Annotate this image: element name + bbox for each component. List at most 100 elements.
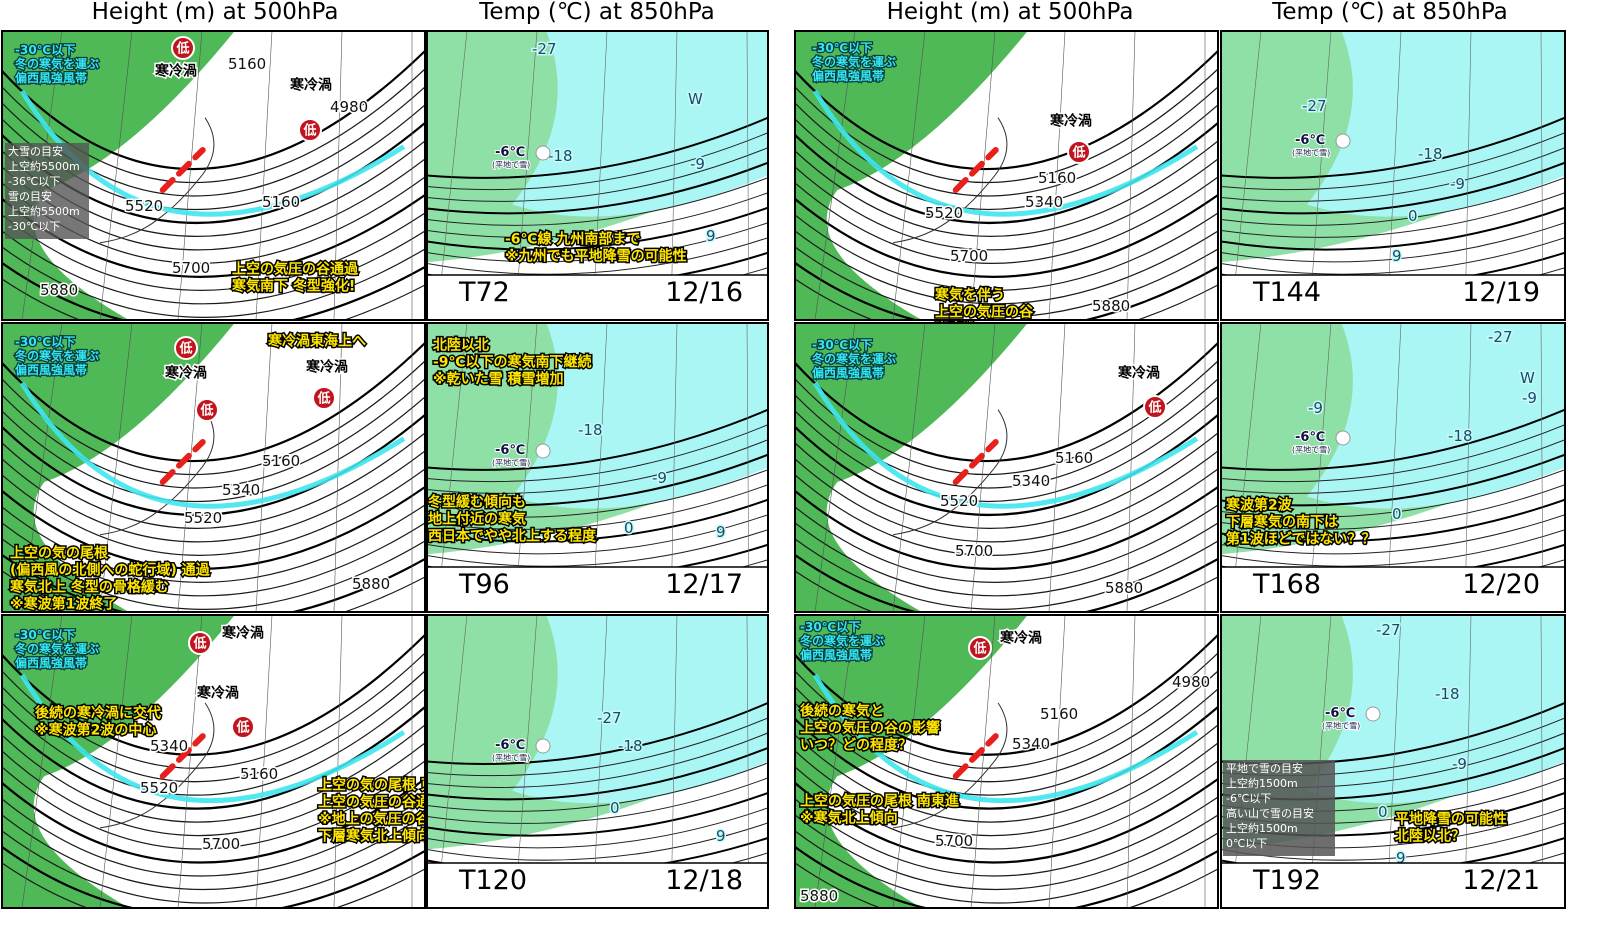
snow-line: -6℃	[495, 738, 525, 753]
contour-line	[795, 652, 1218, 769]
meridian	[746, 31, 750, 320]
meridian	[670, 615, 678, 908]
snowman	[1365, 706, 1381, 722]
contour-line	[795, 634, 1218, 756]
contour-line	[795, 50, 1218, 171]
contour-line	[795, 570, 1218, 612]
note: 平地降雪の可能性	[1395, 811, 1507, 828]
low-label: 低	[178, 341, 192, 357]
contour-line	[2, 230, 425, 305]
contour-label: 5160	[262, 452, 300, 470]
note: -9℃以下の寒気南下継続	[433, 354, 592, 371]
trough-line	[952, 146, 999, 193]
snow-line: -6℃	[1295, 430, 1325, 445]
snowman	[1335, 133, 1351, 149]
contour-line	[2, 378, 425, 489]
valid-date: 12/21	[1462, 865, 1540, 896]
meridian	[1048, 31, 1066, 320]
jet-stream	[812, 381, 1199, 509]
meridian	[99, 615, 133, 908]
isotherm	[1221, 161, 1565, 215]
isotherm	[1221, 222, 1565, 263]
contour-line	[2, 846, 425, 908]
valid-date: 12/18	[665, 865, 743, 896]
meridian	[514, 323, 538, 612]
isotherm-label: -18	[548, 147, 573, 165]
contour-line	[2, 742, 425, 837]
trough-line	[952, 733, 999, 780]
isotherm	[1221, 484, 1565, 530]
jet-note: 冬の寒気を運ぶ	[15, 56, 99, 71]
jet-stream	[19, 89, 406, 217]
jet-note: 冬の寒気を運ぶ	[800, 633, 884, 648]
meridian	[1540, 615, 1544, 908]
meridian	[21, 323, 63, 612]
isotherm	[427, 408, 768, 471]
note: 北陸以北	[433, 337, 489, 354]
isotherm-label: -27	[597, 709, 622, 727]
contour-line	[2, 634, 425, 756]
note: 寒気北上 冬型の骨格緩む	[10, 579, 169, 596]
criteria-text: 大雪の目安	[8, 144, 63, 158]
contour-line	[2, 504, 425, 583]
coastline	[99, 702, 215, 829]
contour-label: 5880	[1105, 579, 1143, 597]
contour-line	[795, 432, 1218, 529]
contour-line	[2, 68, 425, 183]
isotherm-label: -18	[1418, 145, 1443, 163]
meridian	[746, 323, 750, 612]
footer	[426, 274, 769, 321]
isotherm-label: 9	[716, 827, 726, 845]
isotherm	[427, 746, 768, 801]
meridian	[1540, 31, 1544, 320]
white-area	[826, 31, 1218, 320]
note: 上空の気圧の谷通過	[232, 261, 359, 278]
isotherm	[427, 807, 768, 849]
contour-label: 4980	[1172, 673, 1210, 691]
trough-line	[159, 733, 206, 780]
jet-note: 冬の寒気を運ぶ	[15, 641, 99, 656]
jet-note: -30℃以下	[15, 628, 75, 642]
panel-border	[426, 30, 769, 321]
low-label: 低	[175, 41, 189, 57]
contour-line	[2, 50, 425, 171]
jet-note: 冬の寒気を運ぶ	[812, 351, 896, 366]
jet-note: 偏西風強風帯	[800, 647, 872, 662]
snow-line-note: (平地で雪)	[492, 458, 530, 468]
valid-date: 12/17	[665, 569, 743, 600]
meridian	[970, 615, 996, 908]
isotherm-label: -9	[1452, 755, 1467, 773]
isotherm	[427, 147, 768, 202]
white-area	[826, 323, 1218, 612]
meridian	[1386, 323, 1402, 612]
isotherm	[427, 514, 768, 555]
contour-line	[2, 360, 425, 475]
note: -6℃線 九州南部まで	[505, 231, 640, 248]
contour-line	[795, 158, 1218, 251]
contour-line	[2, 396, 425, 503]
isotherm	[1221, 116, 1565, 179]
valid-date: 12/19	[1462, 277, 1540, 308]
forecast-hour: T96	[458, 569, 510, 600]
isotherm	[427, 237, 768, 275]
meridian	[670, 31, 678, 320]
contour-line	[795, 688, 1218, 796]
meridian	[1308, 31, 1332, 320]
low-label: 低	[302, 123, 316, 139]
isotherm	[1221, 177, 1565, 226]
jet-note: -30℃以下	[812, 41, 872, 55]
meridian	[333, 31, 343, 320]
criteria-text: 雪の目安	[8, 189, 52, 203]
isotherm	[1221, 192, 1565, 238]
isotherm-label: 0	[1392, 505, 1402, 523]
isotherm	[1221, 529, 1565, 567]
meridian	[436, 615, 468, 908]
contour-line	[795, 194, 1218, 278]
panel-border	[426, 614, 769, 909]
contour-line	[2, 724, 425, 823]
vortex-label: 寒冷渦	[222, 625, 264, 642]
snow-line-note: (平地で雪)	[1322, 721, 1360, 731]
isotherm	[427, 701, 768, 765]
meridian	[1048, 323, 1066, 612]
